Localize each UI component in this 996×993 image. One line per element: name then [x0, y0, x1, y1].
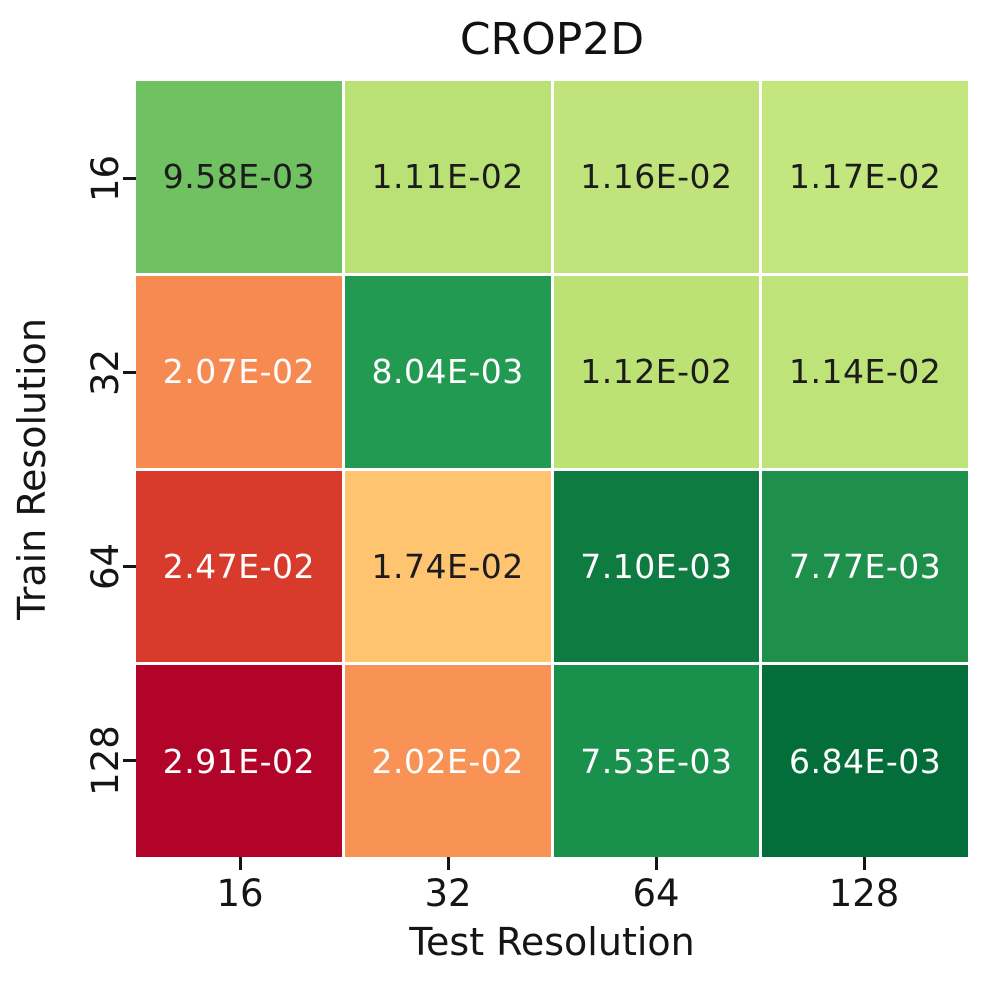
- tick-slot: [760, 857, 968, 870]
- cell-value: 9.58E-03: [162, 157, 315, 197]
- tick-slot: [123, 275, 136, 469]
- cell-value: 2.47E-02: [162, 546, 315, 586]
- x-tick-label-128: 128: [828, 872, 900, 915]
- cell-value: 1.11E-02: [371, 157, 524, 197]
- x-tick-label-32: 32: [424, 872, 472, 915]
- y-tick-mark: [123, 370, 136, 374]
- heatmap-cell-r2c0: 2.47E-02: [136, 470, 342, 663]
- cell-value: 1.14E-02: [789, 352, 942, 392]
- tick-slot: 16: [70, 81, 141, 275]
- y-axis-label: Train Resolution: [10, 318, 54, 620]
- heatmap-cell-r0c0: 9.58E-03: [136, 81, 342, 273]
- cell-value: 2.02E-02: [371, 741, 524, 781]
- heatmap-cell-r3c1: 2.02E-02: [344, 665, 551, 857]
- heatmap-cell-r3c2: 7.53E-03: [553, 665, 760, 857]
- cell-value: 2.07E-02: [162, 352, 315, 392]
- cell-value: 6.84E-03: [789, 741, 942, 781]
- heatmap-cell-r2c1: 1.74E-02: [344, 470, 551, 663]
- heatmap-cell-r1c2: 1.12E-02: [553, 275, 760, 468]
- heatmap-grid: 9.58E-03 1.11E-02 1.16E-02 1.17E-02 2.07E-02…: [136, 81, 968, 857]
- heatmap-cell-r0c1: 1.11E-02: [344, 81, 551, 273]
- x-axis-ticks: [136, 857, 968, 870]
- y-tick-mark: [123, 176, 136, 180]
- cell-value: 7.77E-03: [789, 546, 942, 586]
- x-tick-mark: [446, 857, 450, 870]
- x-tick-mark: [862, 857, 866, 870]
- x-tick-mark: [238, 857, 242, 870]
- x-tick-label-64: 64: [632, 872, 680, 915]
- cell-value: 7.53E-03: [580, 741, 733, 781]
- tick-slot: [552, 857, 760, 870]
- tick-slot: 128: [70, 663, 141, 857]
- cell-value: 1.12E-02: [580, 352, 733, 392]
- y-axis-ticks: [123, 81, 136, 857]
- y-tick-label-128: 128: [83, 724, 127, 796]
- cell-value: 1.16E-02: [580, 157, 733, 197]
- chart-title: CROP2D: [459, 14, 645, 65]
- heatmap-cell-r2c2: 7.10E-03: [553, 470, 760, 663]
- y-tick-mark: [123, 758, 136, 762]
- tick-slot: [123, 663, 136, 857]
- tick-slot: 32: [70, 275, 141, 469]
- heatmap-cell-r3c0: 2.91E-02: [136, 665, 342, 857]
- heatmap-cell-r3c3: 6.84E-03: [762, 665, 968, 857]
- tick-slot: 64: [70, 469, 141, 663]
- heatmap-cell-r0c3: 1.17E-02: [762, 81, 968, 273]
- x-axis-tick-labels: 16 32 64 128: [136, 873, 968, 915]
- x-tick-mark: [654, 857, 658, 870]
- y-axis-tick-labels: 16 32 64 128: [70, 81, 127, 857]
- cell-value: 1.74E-02: [371, 546, 524, 586]
- x-axis-label: Test Resolution: [409, 920, 695, 964]
- x-tick-label-16: 16: [216, 872, 264, 915]
- cell-value: 8.04E-03: [371, 352, 524, 392]
- y-tick-label-64: 64: [83, 542, 127, 590]
- cell-value: 2.91E-02: [162, 741, 315, 781]
- tick-slot: [344, 857, 552, 870]
- heatmap-cell-r0c2: 1.16E-02: [553, 81, 760, 273]
- y-tick-mark: [123, 564, 136, 568]
- tick-slot: [123, 469, 136, 663]
- heatmap-cell-r1c0: 2.07E-02: [136, 275, 342, 468]
- heatmap-cell-r1c3: 1.14E-02: [762, 275, 968, 468]
- cell-value: 1.17E-02: [789, 157, 942, 197]
- tick-slot: [136, 857, 344, 870]
- heatmap-cell-r1c1: 8.04E-03: [344, 275, 551, 468]
- y-tick-label-16: 16: [83, 154, 127, 202]
- y-tick-label-32: 32: [83, 348, 127, 396]
- cell-value: 7.10E-03: [580, 546, 733, 586]
- tick-slot: [123, 81, 136, 275]
- heatmap-cell-r2c3: 7.77E-03: [762, 470, 968, 663]
